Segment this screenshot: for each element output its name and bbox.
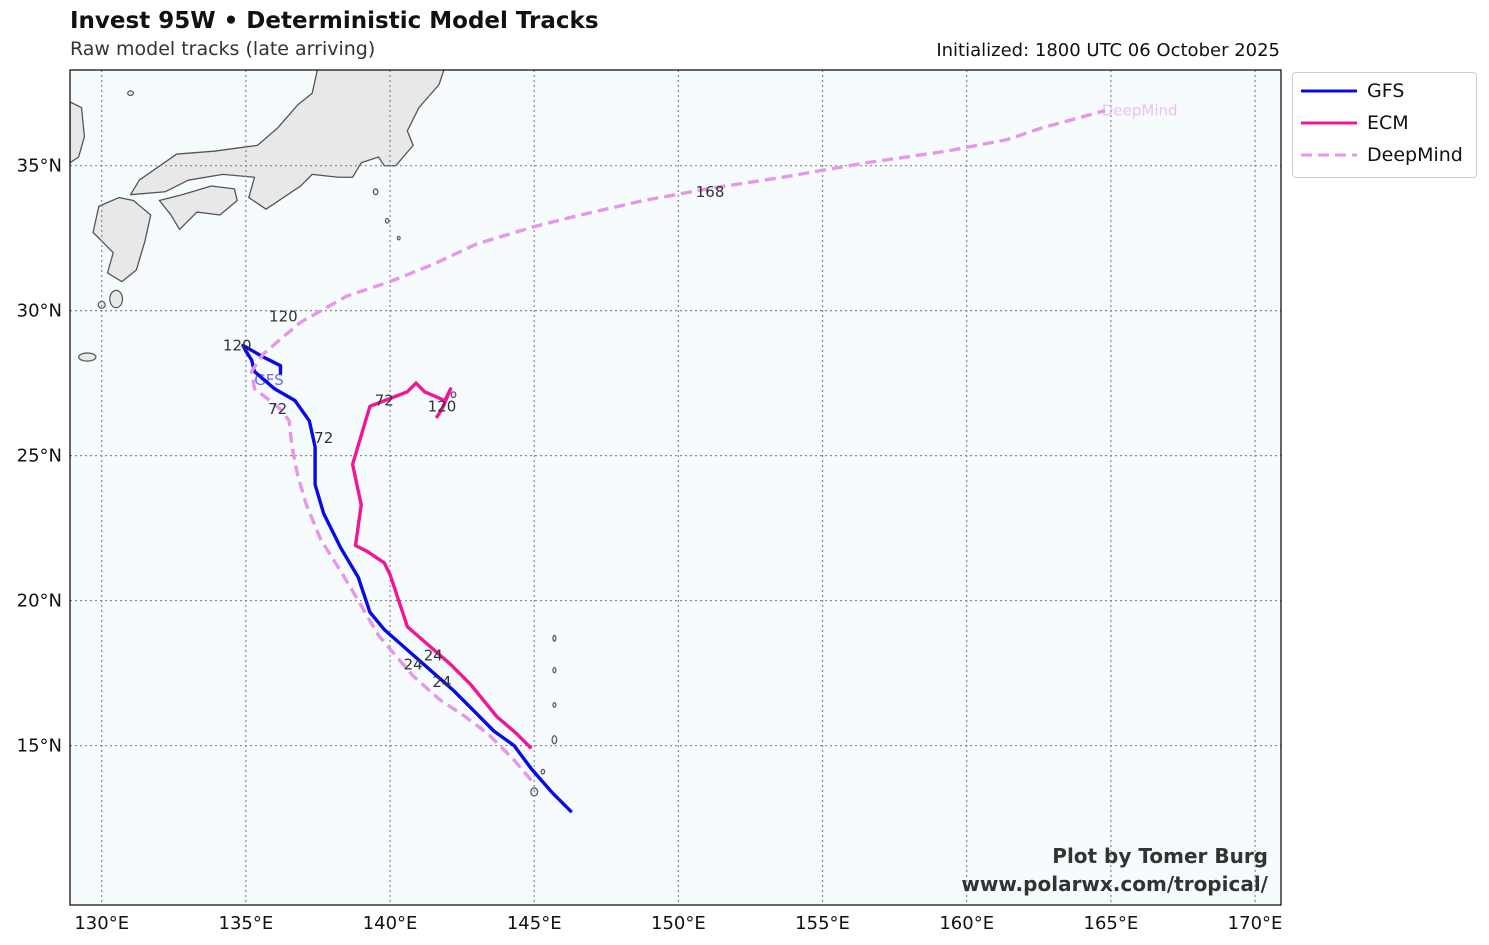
lat-tick-label: 15°N [17,736,62,757]
lat-tick-label: 20°N [17,591,62,612]
track-ecm [350,381,533,750]
lon-tick-label: 135°E [219,913,274,934]
lon-tick-label: 145°E [507,913,562,934]
legend-item-deepmind: DeepMind [1301,141,1463,169]
lon-tick-label: 155°E [795,913,850,934]
model-tracks [241,108,1106,814]
legend-swatch-gfs [1301,89,1357,93]
track-label-ecm: 24 [424,647,443,665]
island-10 [551,735,558,745]
track-label-deepmind: 72 [268,400,287,418]
legend-label-gfs: GFS [1367,80,1405,102]
lat-tick-label: 30°N [17,301,62,322]
map-frame [69,69,1282,906]
gridlines [70,70,1281,905]
track-label-gfs: GFS [254,371,284,389]
track-label-ecm: 72 [375,392,394,410]
island-8 [552,666,557,674]
land-honshu [129,70,445,210]
chart-title: Invest 95W • Deterministic Model Tracks [70,8,599,34]
lat-tick-label: 25°N [17,446,62,467]
island-5 [384,217,390,224]
track-label-deepmind: 24 [404,655,423,673]
track-label-deepmind: DeepMind [1102,102,1178,120]
track-gfs [241,343,573,814]
init-time-label: Initialized: 1800 UTC 06 October 2025 [936,40,1280,61]
island-7 [552,634,557,642]
lon-tick-label: 165°E [1084,913,1139,934]
chart-subtitle: Raw model tracks (late arriving) [70,38,376,60]
legend-label-deepmind: DeepMind [1367,144,1463,166]
axis-tick-labels: 130°E 135°E 140°E 145°E 150°E 155°E 160°E 165°E… [17,156,1283,934]
land-layer [70,70,558,797]
island-12 [540,768,546,775]
island-6 [450,391,457,399]
credit-author: Plot by Tomer Burg [1052,844,1268,868]
lon-tick-label: 130°E [74,913,129,934]
island-9 [552,702,557,708]
track-label-gfs: 120 [223,336,252,354]
legend: GFS ECM DeepMind [1292,72,1477,178]
island-4 [372,188,379,196]
island-0 [109,289,124,309]
legend-item-gfs: GFS [1301,77,1404,105]
lat-tick-label: 35°N [17,156,62,177]
legend-item-ecm: ECM [1301,109,1409,137]
island-13 [396,235,401,241]
ocean-background [70,70,1281,905]
legend-swatch-deepmind [1301,153,1357,157]
track-label-gfs: 24 [432,673,451,691]
lon-tick-label: 160°E [939,913,994,934]
legend-label-ecm: ECM [1367,112,1409,134]
track-label-deepmind: 120 [269,307,298,325]
land-kyushu [92,196,152,283]
lon-tick-label: 170°E [1228,913,1283,934]
track-label-ecm: 120 [428,397,457,415]
track-label-gfs: 72 [314,429,333,447]
legend-swatch-ecm [1301,121,1357,125]
island-1 [97,300,106,309]
land-shikoku [158,185,238,231]
land-korea [70,101,86,164]
island-3 [127,90,135,97]
credit-url: www.polarwx.com/tropical/ [961,872,1268,896]
lon-tick-label: 150°E [651,913,706,934]
track-label-deepmind: 168 [696,183,725,201]
island-2 [78,352,97,362]
lon-tick-label: 140°E [363,913,418,934]
